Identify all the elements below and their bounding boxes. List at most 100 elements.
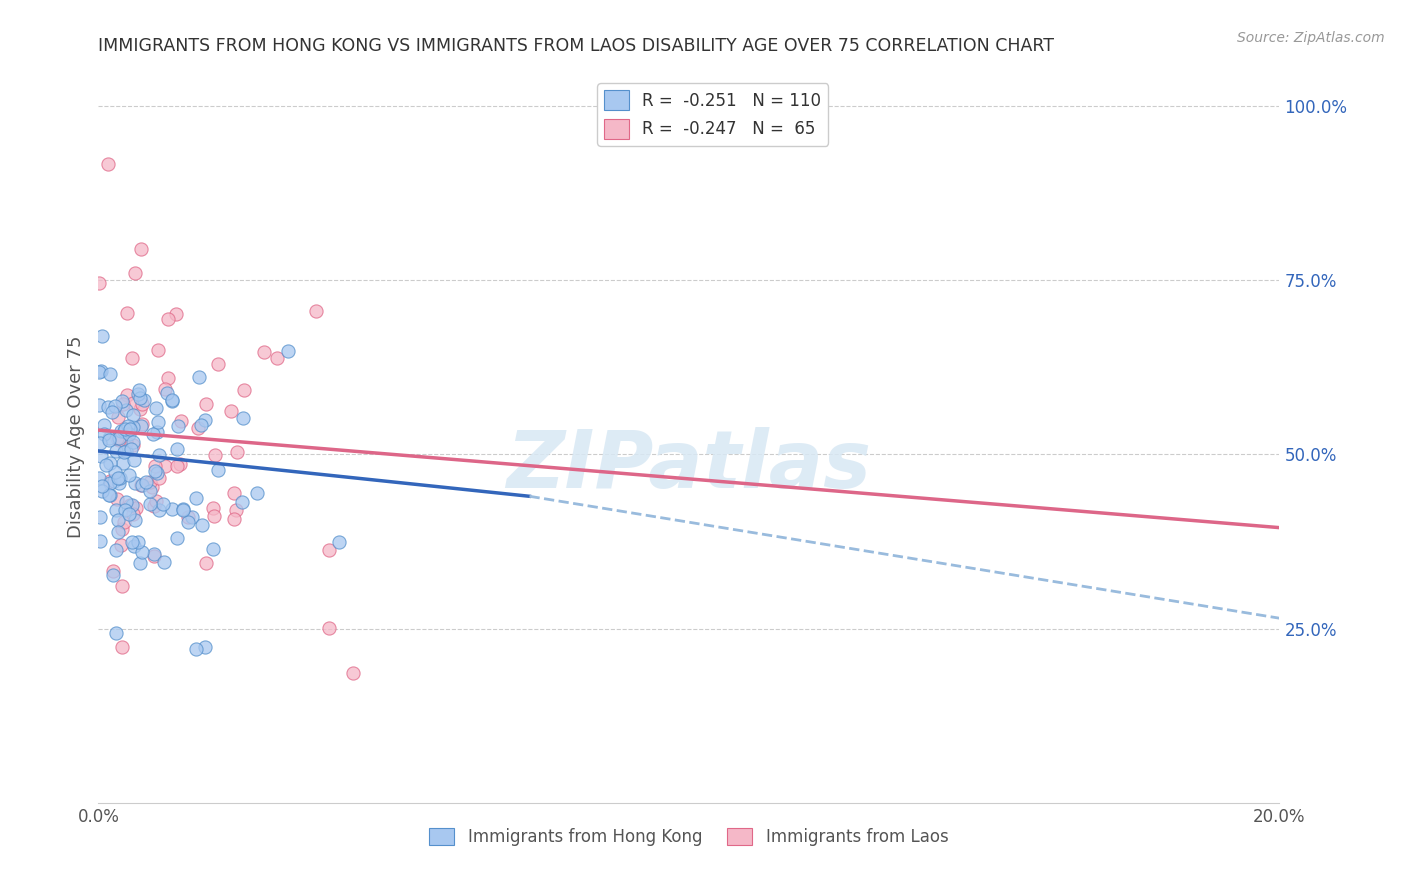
Point (110, 538, 132, 552)
Point (115, 306, 138, 320)
Point (139, 475, 162, 490)
Point (142, 499, 165, 513)
Point (97, 488, 120, 502)
Point (89, 366, 111, 380)
Point (98, 431, 121, 445)
Point (121, 438, 143, 452)
Point (138, 483, 160, 498)
Point (148, 449, 170, 463)
Point (89, 435, 111, 450)
Point (89, 276, 111, 290)
Point (118, 507, 141, 521)
Point (90, 483, 112, 498)
Point (195, 556, 218, 570)
Point (145, 493, 167, 508)
Point (98, 367, 121, 381)
Point (231, 494, 253, 508)
Point (143, 458, 166, 473)
Point (124, 476, 146, 491)
Point (111, 578, 134, 592)
Point (148, 471, 170, 485)
Point (153, 382, 176, 396)
Point (222, 486, 245, 500)
Point (202, 541, 225, 556)
Point (112, 397, 135, 411)
Point (143, 549, 166, 564)
Text: ZIPatlas: ZIPatlas (506, 427, 872, 506)
Point (118, 426, 141, 441)
Point (118, 422, 141, 436)
Point (98, 433, 121, 447)
Point (225, 502, 247, 516)
Point (328, 535, 350, 549)
Point (142, 427, 165, 442)
Point (107, 433, 129, 447)
Text: IMMIGRANTS FROM HONG KONG VS IMMIGRANTS FROM LAOS DISABILITY AGE OVER 75 CORRELA: IMMIGRANTS FROM HONG KONG VS IMMIGRANTS … (98, 37, 1054, 54)
Point (122, 408, 145, 422)
Point (121, 351, 143, 366)
Point (139, 497, 162, 511)
Point (160, 394, 183, 409)
Point (342, 666, 364, 681)
Point (97, 157, 120, 171)
Point (105, 542, 128, 557)
Point (246, 485, 269, 500)
Point (176, 516, 198, 530)
Point (167, 418, 190, 433)
Point (129, 557, 152, 571)
Point (107, 524, 129, 539)
Point (318, 621, 340, 635)
Point (180, 510, 202, 524)
Point (204, 448, 226, 462)
Point (115, 403, 138, 417)
Point (112, 515, 135, 529)
Point (112, 444, 135, 458)
Point (104, 444, 127, 458)
Point (120, 498, 142, 512)
Point (187, 369, 209, 384)
Point (105, 492, 128, 507)
Point (120, 442, 142, 457)
Point (127, 535, 149, 549)
Point (121, 535, 143, 549)
Point (187, 421, 209, 435)
Point (107, 431, 129, 445)
Point (166, 442, 188, 456)
Point (207, 357, 229, 371)
Point (190, 518, 212, 533)
Point (129, 478, 152, 492)
Point (93, 426, 115, 441)
Point (114, 502, 136, 516)
Point (111, 640, 134, 654)
Point (129, 419, 152, 434)
Point (115, 495, 138, 509)
Point (107, 409, 129, 424)
Point (122, 508, 145, 522)
Point (121, 498, 143, 512)
Point (143, 464, 166, 478)
Point (107, 432, 129, 446)
Point (108, 471, 131, 485)
Point (89, 534, 111, 549)
Point (129, 243, 152, 257)
Point (207, 462, 229, 476)
Point (105, 626, 128, 640)
Point (98, 456, 121, 470)
Point (157, 311, 180, 326)
Point (170, 414, 193, 428)
Point (146, 466, 169, 480)
Point (131, 397, 153, 411)
Point (128, 391, 150, 405)
Point (146, 415, 169, 429)
Point (172, 501, 194, 516)
Point (101, 567, 124, 582)
Point (107, 513, 129, 527)
Point (146, 343, 169, 357)
Point (165, 307, 187, 321)
Point (153, 555, 176, 569)
Point (145, 425, 167, 439)
Point (112, 425, 135, 439)
Point (89, 398, 111, 412)
Point (94, 458, 117, 472)
Point (124, 266, 146, 280)
